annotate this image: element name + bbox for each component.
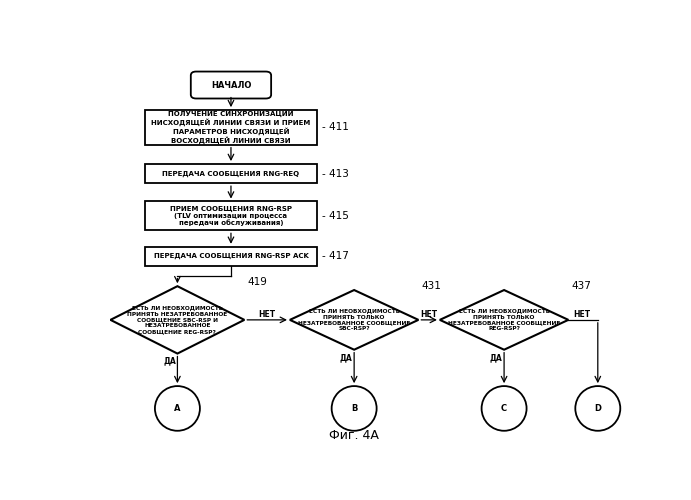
Text: - 415: - 415 [322, 211, 349, 221]
FancyBboxPatch shape [191, 72, 271, 99]
Polygon shape [111, 286, 245, 354]
Text: НЕТ: НЕТ [258, 310, 276, 318]
Bar [145, 164, 316, 183]
Text: НЕТ: НЕТ [574, 310, 591, 318]
Text: - 413: - 413 [322, 168, 349, 178]
Text: A: A [174, 404, 180, 413]
Ellipse shape [155, 386, 200, 431]
Bar [145, 202, 316, 230]
Polygon shape [439, 290, 568, 350]
Text: ЕСТЬ ЛИ НЕОБХОДИМОСТЬ
ПРИНЯТЬ НЕЗАТРЕБОВАННОЕ
СООБЩЕНИЕ SBC-RSP И
НЕЗАТРЕБОВАННО: ЕСТЬ ЛИ НЕОБХОДИМОСТЬ ПРИНЯТЬ НЕЗАТРЕБОВ… [127, 306, 227, 334]
Text: ЕСТЬ ЛИ НЕОБХОДИМОСТЬ
ПРИНЯТЬ ТОЛЬКО
НЕЗАТРЕБОВАННОЕ СООБЩЕНИЕ
REG-RSP?: ЕСТЬ ЛИ НЕОБХОДИМОСТЬ ПРИНЯТЬ ТОЛЬКО НЕЗ… [448, 308, 560, 331]
Text: Фиг. 4А: Фиг. 4А [329, 429, 379, 442]
Bar [145, 246, 316, 266]
Text: D: D [594, 404, 601, 413]
Ellipse shape [332, 386, 377, 431]
Text: НЕТ: НЕТ [421, 310, 437, 318]
Text: C: C [501, 404, 507, 413]
Text: 419: 419 [247, 278, 267, 287]
Text: ДА: ДА [340, 353, 352, 362]
Text: 437: 437 [571, 281, 591, 291]
Ellipse shape [482, 386, 527, 431]
Text: ПРИЕМ СООБЩЕНИЯ RNG-RSP
(TLV оптимизации процесса
передачи обслуживания): ПРИЕМ СООБЩЕНИЯ RNG-RSP (TLV оптимизации… [170, 206, 292, 227]
Text: НАЧАЛО: НАЧАЛО [211, 80, 251, 90]
Polygon shape [290, 290, 418, 350]
Text: ПЕРЕДАЧА СООБЩЕНИЯ RNG-RSP ACK: ПЕРЕДАЧА СООБЩЕНИЯ RNG-RSP ACK [153, 253, 308, 260]
Text: ДА: ДА [163, 357, 176, 366]
Text: - 417: - 417 [322, 252, 349, 262]
Text: ДА: ДА [490, 353, 502, 362]
Bar [145, 110, 316, 144]
Text: ПЕРЕДАЧА СООБЩЕНИЯ RNG-REQ: ПЕРЕДАЧА СООБЩЕНИЯ RNG-REQ [162, 170, 299, 176]
Text: - 411: - 411 [322, 122, 349, 132]
Text: ЕСТЬ ЛИ НЕОБХОДИМОСТЬ
ПРИНЯТЬ ТОЛЬКО
НЕЗАТРЕБОВАННОЕ СООБЩЕНИЕ
SBC-RSP?: ЕСТЬ ЛИ НЕОБХОДИМОСТЬ ПРИНЯТЬ ТОЛЬКО НЕЗ… [298, 308, 410, 331]
Text: В: В [351, 404, 357, 413]
Ellipse shape [576, 386, 621, 431]
Text: 431: 431 [421, 281, 441, 291]
Text: ПОЛУЧЕНИЕ СИНХРОНИЗАЦИИ
НИСХОДЯЩЕЙ ЛИНИИ СВЯЗИ И ПРИЕМ
ПАРАМЕТРОВ НИСХОДЯЩЕЙ
ВОС: ПОЛУЧЕНИЕ СИНХРОНИЗАЦИИ НИСХОДЯЩЕЙ ЛИНИИ… [151, 110, 310, 144]
